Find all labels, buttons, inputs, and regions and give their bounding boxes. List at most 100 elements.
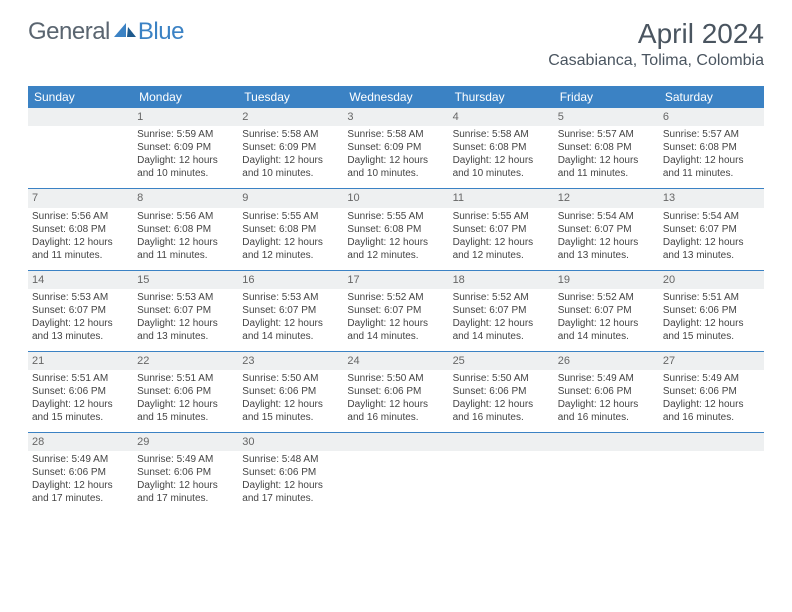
day-cell-day2: and 10 minutes. — [347, 167, 444, 180]
day-cell-sunrise: Sunrise: 5:55 AM — [242, 210, 339, 223]
day-number: 4 — [449, 108, 554, 126]
day-cell-day2: and 13 minutes. — [663, 249, 760, 262]
day-cell-day1: Daylight: 12 hours — [663, 398, 760, 411]
month-title: April 2024 — [548, 18, 764, 50]
day-cell-sunset: Sunset: 6:09 PM — [137, 141, 234, 154]
logo-text-1: General — [28, 18, 110, 46]
day-cell: Sunrise: 5:52 AMSunset: 6:07 PMDaylight:… — [554, 289, 659, 352]
day-number: 28 — [28, 433, 133, 452]
day-cell-day2: and 12 minutes. — [453, 249, 550, 262]
day-cell-sunrise: Sunrise: 5:52 AM — [558, 291, 655, 304]
day-number: 19 — [554, 270, 659, 289]
day-cell-day2: and 14 minutes. — [242, 330, 339, 343]
day-cell-sunrise: Sunrise: 5:56 AM — [32, 210, 129, 223]
day-cell-sunrise: Sunrise: 5:50 AM — [347, 372, 444, 385]
day-cell-day2: and 16 minutes. — [558, 411, 655, 424]
day-cell-sunrise: Sunrise: 5:49 AM — [137, 453, 234, 466]
day-cell-day2: and 11 minutes. — [558, 167, 655, 180]
day-cell-sunset: Sunset: 6:08 PM — [32, 223, 129, 236]
day-cell-sunrise: Sunrise: 5:50 AM — [453, 372, 550, 385]
day-number: 6 — [659, 108, 764, 126]
day-cell-day2: and 15 minutes. — [32, 411, 129, 424]
day-cell-day2: and 11 minutes. — [663, 167, 760, 180]
day-cell-sunset: Sunset: 6:09 PM — [242, 141, 339, 154]
day-number: 11 — [449, 189, 554, 208]
day-cell-sunrise: Sunrise: 5:51 AM — [663, 291, 760, 304]
day-cell-day1: Daylight: 12 hours — [453, 236, 550, 249]
day-cell-sunset: Sunset: 6:07 PM — [453, 304, 550, 317]
day-cell-sunrise: Sunrise: 5:49 AM — [32, 453, 129, 466]
day-number: 21 — [28, 351, 133, 370]
day-number: 29 — [133, 433, 238, 452]
day-number — [554, 433, 659, 452]
day-number: 3 — [343, 108, 448, 126]
day-cell-day1: Daylight: 12 hours — [242, 479, 339, 492]
day-cell-day1: Daylight: 12 hours — [663, 236, 760, 249]
day-cell-day2: and 11 minutes. — [137, 249, 234, 262]
day-cell-sunset: Sunset: 6:06 PM — [242, 466, 339, 479]
day-cell-sunrise: Sunrise: 5:49 AM — [558, 372, 655, 385]
day-cell-day2: and 13 minutes. — [558, 249, 655, 262]
calendar-table: Sunday Monday Tuesday Wednesday Thursday… — [28, 86, 764, 513]
day-number: 10 — [343, 189, 448, 208]
day-cell: Sunrise: 5:51 AMSunset: 6:06 PMDaylight:… — [28, 370, 133, 433]
week-row: Sunrise: 5:56 AMSunset: 6:08 PMDaylight:… — [28, 208, 764, 271]
day-cell-sunset: Sunset: 6:07 PM — [32, 304, 129, 317]
day-cell: Sunrise: 5:54 AMSunset: 6:07 PMDaylight:… — [659, 208, 764, 271]
day-cell-day1: Daylight: 12 hours — [663, 317, 760, 330]
day-cell-day1: Daylight: 12 hours — [137, 154, 234, 167]
week-row: Sunrise: 5:51 AMSunset: 6:06 PMDaylight:… — [28, 370, 764, 433]
day-header: Thursday — [449, 86, 554, 108]
day-cell-sunset: Sunset: 6:06 PM — [242, 385, 339, 398]
day-cell: Sunrise: 5:55 AMSunset: 6:07 PMDaylight:… — [449, 208, 554, 271]
day-cell: Sunrise: 5:57 AMSunset: 6:08 PMDaylight:… — [554, 126, 659, 189]
day-cell-day1: Daylight: 12 hours — [32, 236, 129, 249]
day-number: 7 — [28, 189, 133, 208]
day-cell-day2: and 14 minutes. — [347, 330, 444, 343]
day-number: 24 — [343, 351, 448, 370]
day-cell-sunrise: Sunrise: 5:53 AM — [242, 291, 339, 304]
day-cell: Sunrise: 5:56 AMSunset: 6:08 PMDaylight:… — [28, 208, 133, 271]
day-cell-sunrise: Sunrise: 5:51 AM — [32, 372, 129, 385]
day-cell-day1: Daylight: 12 hours — [137, 398, 234, 411]
day-number: 23 — [238, 351, 343, 370]
day-cell-sunrise: Sunrise: 5:58 AM — [347, 128, 444, 141]
day-number: 14 — [28, 270, 133, 289]
day-cell-sunset: Sunset: 6:07 PM — [453, 223, 550, 236]
day-cell-sunset: Sunset: 6:07 PM — [347, 304, 444, 317]
day-cell-sunrise: Sunrise: 5:53 AM — [32, 291, 129, 304]
day-cell-sunset: Sunset: 6:06 PM — [32, 385, 129, 398]
day-cell-sunrise: Sunrise: 5:49 AM — [663, 372, 760, 385]
day-cell-day2: and 12 minutes. — [242, 249, 339, 262]
logo-sail-icon — [114, 18, 136, 46]
day-header: Saturday — [659, 86, 764, 108]
day-cell-day1: Daylight: 12 hours — [137, 317, 234, 330]
day-cell-day1: Daylight: 12 hours — [453, 154, 550, 167]
day-cell — [343, 451, 448, 513]
day-cell: Sunrise: 5:56 AMSunset: 6:08 PMDaylight:… — [133, 208, 238, 271]
day-cell-sunset: Sunset: 6:07 PM — [558, 223, 655, 236]
day-cell-sunrise: Sunrise: 5:56 AM — [137, 210, 234, 223]
day-cell-day2: and 11 minutes. — [32, 249, 129, 262]
day-number: 16 — [238, 270, 343, 289]
day-cell — [554, 451, 659, 513]
day-cell: Sunrise: 5:52 AMSunset: 6:07 PMDaylight:… — [343, 289, 448, 352]
day-cell-day2: and 14 minutes. — [453, 330, 550, 343]
day-cell-day2: and 16 minutes. — [663, 411, 760, 424]
title-block: April 2024 Casabianca, Tolima, Colombia — [548, 18, 764, 70]
day-cell: Sunrise: 5:50 AMSunset: 6:06 PMDaylight:… — [449, 370, 554, 433]
day-cell-day2: and 15 minutes. — [137, 411, 234, 424]
day-cell-day1: Daylight: 12 hours — [663, 154, 760, 167]
day-cell-day2: and 12 minutes. — [347, 249, 444, 262]
week-row: Sunrise: 5:53 AMSunset: 6:07 PMDaylight:… — [28, 289, 764, 352]
logo-text-2: Blue — [138, 18, 184, 46]
day-cell-day1: Daylight: 12 hours — [453, 317, 550, 330]
day-cell: Sunrise: 5:51 AMSunset: 6:06 PMDaylight:… — [133, 370, 238, 433]
day-cell-day1: Daylight: 12 hours — [137, 236, 234, 249]
day-header: Friday — [554, 86, 659, 108]
day-cell-sunset: Sunset: 6:06 PM — [663, 385, 760, 398]
day-cell-sunset: Sunset: 6:07 PM — [558, 304, 655, 317]
day-cell-day2: and 15 minutes. — [242, 411, 339, 424]
day-cell-sunset: Sunset: 6:08 PM — [558, 141, 655, 154]
day-cell-day2: and 13 minutes. — [32, 330, 129, 343]
